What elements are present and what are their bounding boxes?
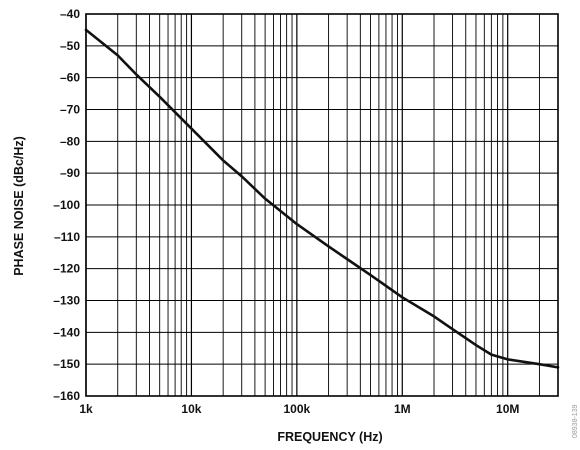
plot-frame [85, 13, 559, 397]
series-line-0 [84, 28, 560, 369]
y-tick-label: –70 [60, 103, 80, 117]
y-tick-labels: –40 –50 –60 –70 –80 –90 –100 –110 –120 –130 –140 –1… [53, 7, 80, 403]
y-tick-label: –110 [54, 230, 80, 244]
y-tick-label: –140 [53, 325, 80, 339]
x-tick-labels: 1k 10k 100k 1M 10M [79, 402, 519, 416]
series-layer [84, 28, 560, 369]
x-tick-label: 10k [181, 402, 201, 416]
x-tick-label: 1M [394, 402, 411, 416]
y-tick-label: –120 [53, 262, 80, 276]
y-tick-label: –90 [60, 166, 80, 180]
x-tick-label: 1k [79, 402, 93, 416]
y-tick-label: –130 [53, 294, 80, 308]
y-tick-label: –160 [53, 389, 80, 403]
x-tick-label: 100k [283, 402, 310, 416]
figure-code: 08938-139 [572, 404, 579, 438]
x-tick-label: 10M [496, 402, 519, 416]
y-tick-label: –60 [60, 71, 80, 85]
y-tick-label: –150 [53, 357, 80, 371]
y-tick-label: –100 [53, 198, 80, 212]
y-axis-label: PHASE NOISE (dBc/Hz) [12, 136, 26, 276]
y-tick-label: –40 [60, 7, 80, 21]
x-axis-label: FREQUENCY (Hz) [277, 430, 382, 444]
y-tick-label: –50 [60, 39, 80, 53]
y-tick-label: –80 [60, 134, 80, 148]
